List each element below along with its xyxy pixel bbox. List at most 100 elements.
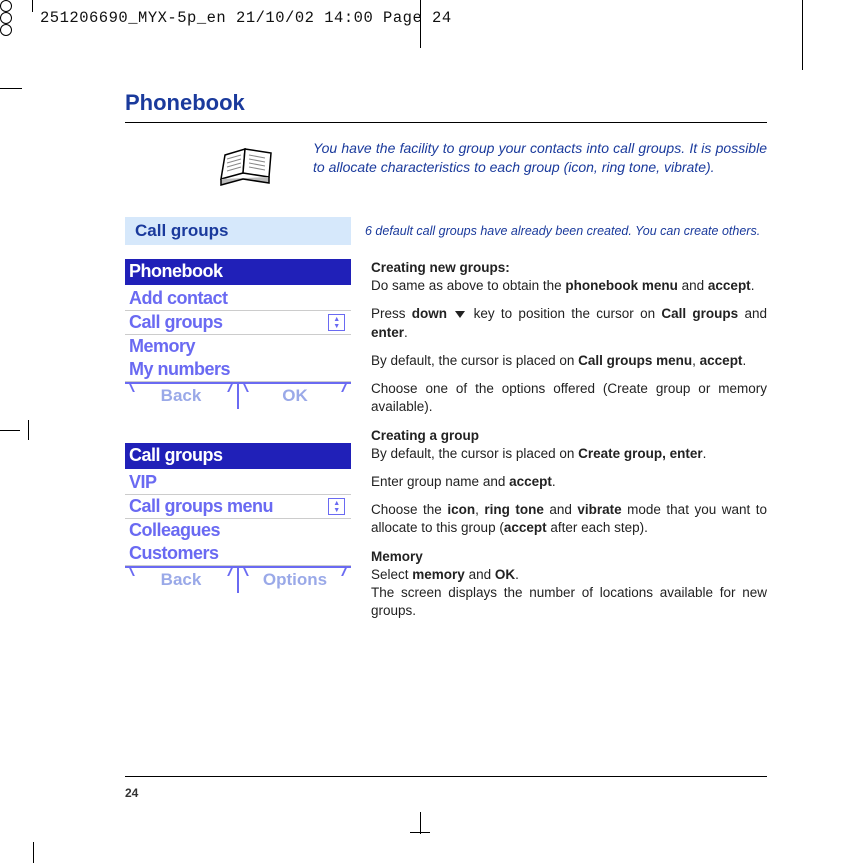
para: Choose the icon, ring tone and vibrate m…	[371, 501, 767, 537]
text: accept	[504, 520, 547, 535]
spinner-icon: ▲▼	[328, 314, 345, 331]
screen-item-selected: Call groups menu ▲▼	[125, 495, 351, 519]
text: accept	[700, 353, 743, 368]
para: By default, the cursor is placed on Call…	[371, 352, 767, 370]
text: Create group, enter	[578, 446, 703, 461]
softkey-row: Back OK	[125, 382, 351, 409]
registration-ring	[0, 0, 12, 12]
footer-rule	[125, 776, 767, 777]
crop-mark	[28, 420, 29, 440]
section-heading: Call groups	[125, 217, 351, 245]
para: Press down key to position the cursor on…	[371, 305, 767, 341]
screen-item-label: Add contact	[129, 288, 228, 309]
crop-mark	[32, 0, 33, 12]
text: and	[678, 278, 708, 293]
screen-item-label: Call groups	[129, 312, 223, 333]
document-slug: 251206690_MYX-5p_en 21/10/02 14:00 Page …	[40, 9, 452, 27]
screen-item: Colleagues	[125, 519, 351, 542]
text: down	[412, 306, 447, 321]
text: icon	[447, 502, 475, 517]
section-note: 6 default call groups have already been …	[351, 224, 767, 238]
screen-item-label: Customers	[129, 543, 219, 564]
text: OK	[495, 567, 515, 582]
intro-text: You have the facility to group your cont…	[313, 139, 767, 195]
registration-ring	[0, 12, 12, 24]
screen-item-label: Colleagues	[129, 520, 220, 541]
crop-mark	[0, 88, 22, 89]
softkey-left: Back	[125, 384, 239, 409]
text: vibrate	[577, 502, 621, 517]
page-title: Phonebook	[125, 90, 767, 116]
text: Press	[371, 306, 412, 321]
text: accept	[509, 474, 552, 489]
text: memory	[412, 567, 465, 582]
phone-screen-callgroups: Call groups VIP Call groups menu ▲▼ Coll…	[125, 443, 351, 593]
softkey-right: OK	[239, 384, 351, 409]
softkey-right: Options	[239, 568, 351, 593]
title-rule	[125, 122, 767, 123]
screen-item: My numbers	[125, 358, 351, 382]
text: accept	[708, 278, 751, 293]
label: Creating a group	[371, 428, 479, 443]
crop-mark	[802, 0, 803, 70]
screen-item-label: Call groups menu	[129, 496, 273, 517]
screen-title: Phonebook	[125, 259, 351, 287]
down-arrow-icon	[455, 311, 465, 318]
section-row: Call groups 6 default call groups have a…	[125, 217, 767, 245]
label: Creating new groups:	[371, 260, 510, 275]
softkey-left: Back	[125, 568, 239, 593]
intro-row: You have the facility to group your cont…	[125, 139, 767, 195]
screen-item: Add contact	[125, 287, 351, 311]
screens-column: Phonebook Add contact Call groups ▲▼ Mem…	[125, 259, 351, 631]
text: ,	[692, 353, 700, 368]
text: enter	[371, 325, 404, 340]
para: Creating a group By default, the cursor …	[371, 427, 767, 463]
page-number: 24	[125, 786, 138, 800]
text: .	[703, 446, 707, 461]
text: Call groups	[661, 306, 738, 321]
text: Enter group name and	[371, 474, 509, 489]
text: after each step).	[547, 520, 648, 535]
registration-ring	[0, 24, 12, 36]
phonebook-icon	[125, 139, 285, 195]
text: and	[738, 306, 767, 321]
text: .	[404, 325, 408, 340]
screen-item: Customers	[125, 542, 351, 566]
text: Do same as above to obtain the	[371, 278, 565, 293]
text: Call groups menu	[578, 353, 692, 368]
text: ,	[475, 502, 484, 517]
text: The screen displays the number of locati…	[371, 585, 767, 618]
text: .	[751, 278, 755, 293]
text: ring tone	[484, 502, 544, 517]
screen-item: VIP	[125, 471, 351, 495]
phone-screen-phonebook: Phonebook Add contact Call groups ▲▼ Mem…	[125, 259, 351, 409]
softkey-row: Back Options	[125, 566, 351, 593]
body-text: Creating new groups: Do same as above to…	[371, 259, 767, 631]
crop-mark	[33, 842, 34, 863]
screen-item-label: My numbers	[129, 359, 230, 380]
text: .	[515, 567, 519, 582]
para: Enter group name and accept.	[371, 473, 767, 491]
para: Creating new groups: Do same as above to…	[371, 259, 767, 295]
text: key to position the cursor on	[467, 306, 661, 321]
crop-mark	[420, 812, 421, 834]
text: phonebook menu	[565, 278, 678, 293]
screen-item-selected: Call groups ▲▼	[125, 311, 351, 335]
text: Select	[371, 567, 412, 582]
text: and	[465, 567, 495, 582]
crop-mark	[0, 430, 20, 431]
para: Choose one of the options offered (Creat…	[371, 380, 767, 416]
para: Memory Select memory and OK. The screen …	[371, 548, 767, 621]
screen-item: Memory	[125, 335, 351, 358]
text: By default, the cursor is placed on	[371, 446, 578, 461]
text: Choose the	[371, 502, 447, 517]
text: and	[544, 502, 578, 517]
screen-title: Call groups	[125, 443, 351, 471]
text: .	[742, 353, 746, 368]
screen-item-label: Memory	[129, 336, 195, 357]
page-content: Phonebook You have the facility to group…	[125, 90, 767, 631]
spinner-icon: ▲▼	[328, 498, 345, 515]
two-col: Phonebook Add contact Call groups ▲▼ Mem…	[125, 259, 767, 631]
label: Memory	[371, 549, 423, 564]
screen-item-label: VIP	[129, 472, 157, 493]
